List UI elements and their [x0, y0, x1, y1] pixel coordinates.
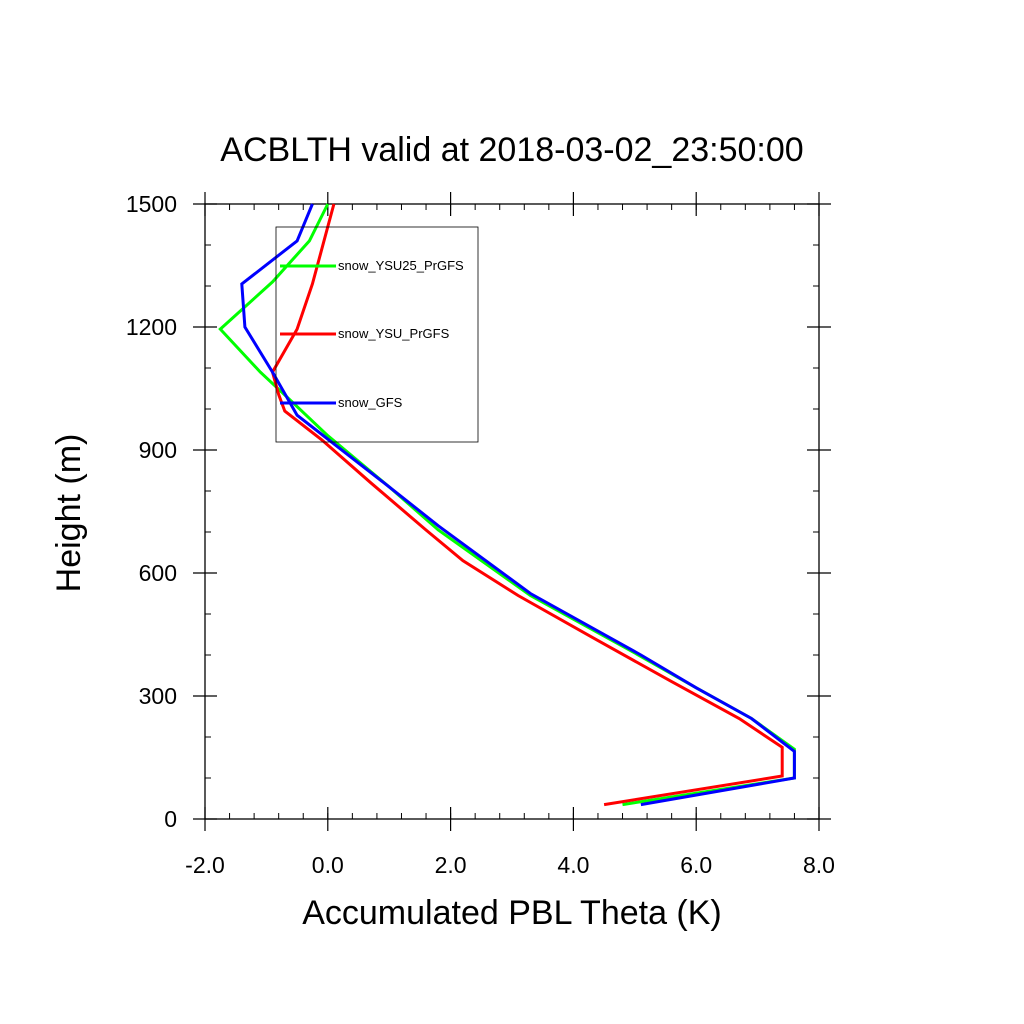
x-tick-label: 2.0	[435, 852, 467, 878]
legend-label-snow_GFS: snow_GFS	[338, 395, 403, 410]
legend-box	[275, 226, 479, 443]
plot-border	[204, 203, 820, 820]
x-axis-label: Accumulated PBL Theta (K)	[302, 894, 722, 932]
legend: snow_YSU25_PrGFS snow_YSU_PrGFS snow_GFS	[275, 226, 479, 443]
series-lines	[218, 203, 796, 807]
axis-tick-labels: -2.0 0.0 2.0 4.0 6.0 8.0 0 300 600 900 1200 1500	[126, 191, 835, 878]
y-tick-label: 300	[139, 683, 177, 709]
x-tick-label: 8.0	[803, 852, 835, 878]
y-axis-label: Height (m)	[50, 434, 88, 593]
y-tick-label: 600	[139, 560, 177, 586]
axis-ticks	[193, 192, 831, 831]
series-line-snow_YSU_PrGFS	[270, 203, 784, 807]
x-tick-label: 0.0	[312, 852, 344, 878]
series-line-snow_GFS	[240, 203, 796, 807]
x-tick-label: 4.0	[557, 852, 589, 878]
y-tick-label: 900	[139, 437, 177, 463]
x-tick-label: 6.0	[680, 852, 712, 878]
legend-label-snow_YSU25_PrGFS: snow_YSU25_PrGFS	[338, 258, 464, 273]
series-line-snow_YSU25_PrGFS	[218, 203, 796, 807]
chart-title: ACBLTH valid at 2018-03-02_23:50:00	[220, 131, 803, 169]
plot-frame	[204, 203, 820, 820]
y-tick-label: 1200	[126, 314, 177, 340]
y-tick-label: 1500	[126, 191, 177, 217]
legend-label-snow_YSU_PrGFS: snow_YSU_PrGFS	[338, 326, 450, 341]
x-tick-label: -2.0	[185, 852, 225, 878]
y-tick-label: 0	[164, 806, 177, 832]
